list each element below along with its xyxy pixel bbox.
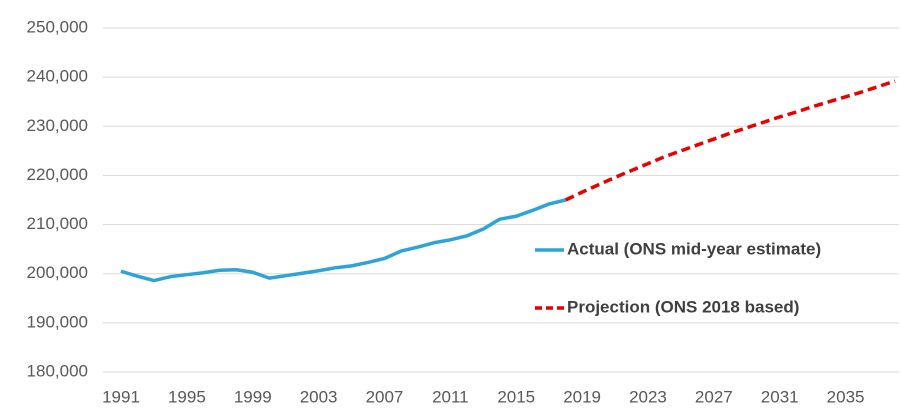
x-tick-label: 2003 xyxy=(300,387,338,406)
y-tick-label: 180,000 xyxy=(27,361,88,380)
x-tick-label: 2019 xyxy=(563,387,601,406)
x-tick-label: 2015 xyxy=(497,387,535,406)
series-line xyxy=(120,198,567,283)
y-tick-label: 200,000 xyxy=(27,263,88,282)
legend-label: Actual (ONS mid-year estimate) xyxy=(567,239,821,258)
x-tick-label: 2023 xyxy=(629,387,667,406)
y-tick-label: 240,000 xyxy=(27,67,88,86)
y-tick-label: 220,000 xyxy=(27,165,88,184)
x-tick-label: 1999 xyxy=(234,387,272,406)
y-tick-label: 210,000 xyxy=(27,214,88,233)
y-tick-label: 190,000 xyxy=(27,312,88,331)
x-tick-label: 2035 xyxy=(827,387,865,406)
legend-label: Projection (ONS 2018 based) xyxy=(567,297,799,316)
x-tick-label: 1991 xyxy=(102,387,140,406)
x-tick-label: 2011 xyxy=(432,387,469,406)
y-tick-label: 250,000 xyxy=(27,17,88,36)
x-tick-label: 2027 xyxy=(695,387,733,406)
x-tick-label: 2031 xyxy=(761,387,799,406)
y-tick-label: 230,000 xyxy=(27,116,88,135)
x-tick-label: 2007 xyxy=(366,387,404,406)
series-line xyxy=(564,79,896,202)
x-tick-label: 1995 xyxy=(168,387,206,406)
